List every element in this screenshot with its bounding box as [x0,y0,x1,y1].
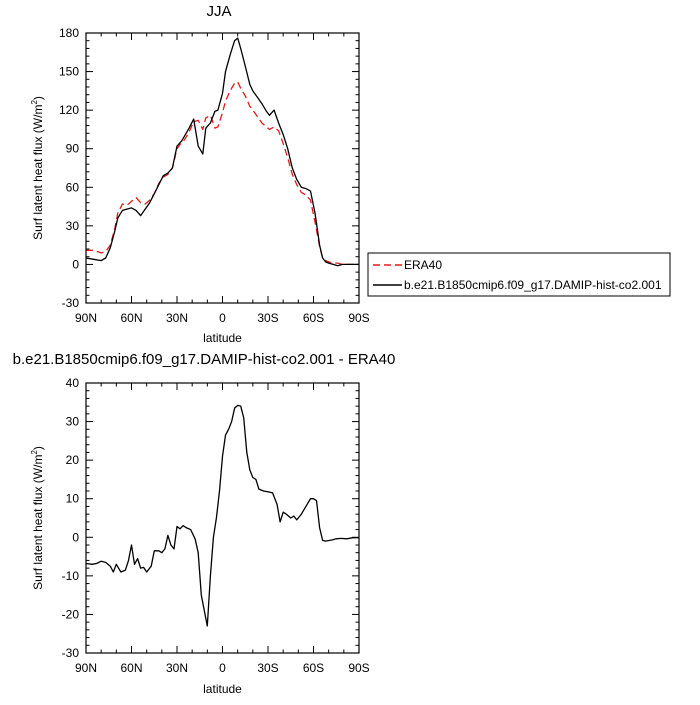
legend-label-era40: ERA40 [404,258,442,272]
top-x-tick-label: 60N [120,311,142,325]
bottom-x-tick-label: 0 [219,661,226,675]
top-panel: JJA 90N 60N 30N 0 30S 60S 90S -30 0 30 60 90 120 150 1… [30,3,671,345]
top-y-tick-label: 60 [66,180,80,194]
top-axis-ticks: 90N 60N 30N 0 30S 60S 90S -30 0 30 60 90 120 150 180 [59,26,370,325]
bottom-panel: b.e21.B1850cmip6.f09_g17.DAMIP-hist-co2.… [13,351,396,696]
top-x-tick-label: 0 [219,311,226,325]
top-legend: ERA40 b.e21.B1850cmip6.f09_g17.DAMIP-his… [367,252,671,297]
legend-label-model: b.e21.B1850cmip6.f09_g17.DAMIP-hist-co2.… [404,278,662,292]
top-x-axis-label: latitude [203,331,242,345]
bottom-series-lines [85,404,359,627]
bottom-y-tick-label: 0 [72,530,79,544]
bottom-series-line-0 [85,404,359,627]
top-x-tick-label: 90S [348,311,369,325]
top-y-tick-label: 150 [59,65,79,79]
legend-box [367,252,671,297]
top-y-tick-label: 0 [72,257,79,271]
top-x-tick-label: 30S [257,311,278,325]
top-series-line-0 [86,81,359,266]
bottom-x-tick-label: 30S [257,661,278,675]
top-y-tick-label: 90 [66,142,80,156]
top-plot-frame [85,32,360,304]
top-y-axis-label: Surf latent heat flux (W/m2) [30,96,45,240]
top-chart-title: JJA [206,3,231,20]
bottom-y-tick-label: 10 [66,492,80,506]
top-y-tick-label: -30 [62,296,80,310]
bottom-chart-title: b.e21.B1850cmip6.f09_g17.DAMIP-hist-co2.… [13,351,396,368]
bottom-x-tick-label: 90S [348,661,369,675]
bottom-x-tick-label: 60S [303,661,324,675]
bottom-y-tick-label: 40 [66,376,80,390]
bottom-x-tick-label: 90N [75,661,97,675]
bottom-y-tick-label: 30 [66,415,80,429]
bottom-x-tick-label: 60N [120,661,142,675]
top-x-tick-label: 30N [166,311,188,325]
top-series-lines [85,37,359,267]
bottom-y-tick-label: -10 [62,569,80,583]
top-x-tick-label: 60S [303,311,324,325]
bottom-axis-ticks: 90N 60N 30N 0 30S 60S 90S -30 -20 -10 0 10 20 30 40 [62,376,370,675]
bottom-y-tick-label: 20 [66,453,80,467]
bottom-y-tick-label: -30 [62,646,80,660]
top-x-tick-label: 90N [75,311,97,325]
top-y-tick-label: 30 [66,219,80,233]
top-series-line-1 [85,37,359,267]
bottom-x-axis-label: latitude [203,682,242,696]
top-y-tick-label: 180 [59,26,79,40]
bottom-y-axis-label: Surf latent heat flux (W/m2) [30,446,45,590]
bottom-x-tick-label: 30N [166,661,188,675]
bottom-y-tick-label: -20 [62,607,80,621]
top-y-tick-label: 120 [59,103,79,117]
